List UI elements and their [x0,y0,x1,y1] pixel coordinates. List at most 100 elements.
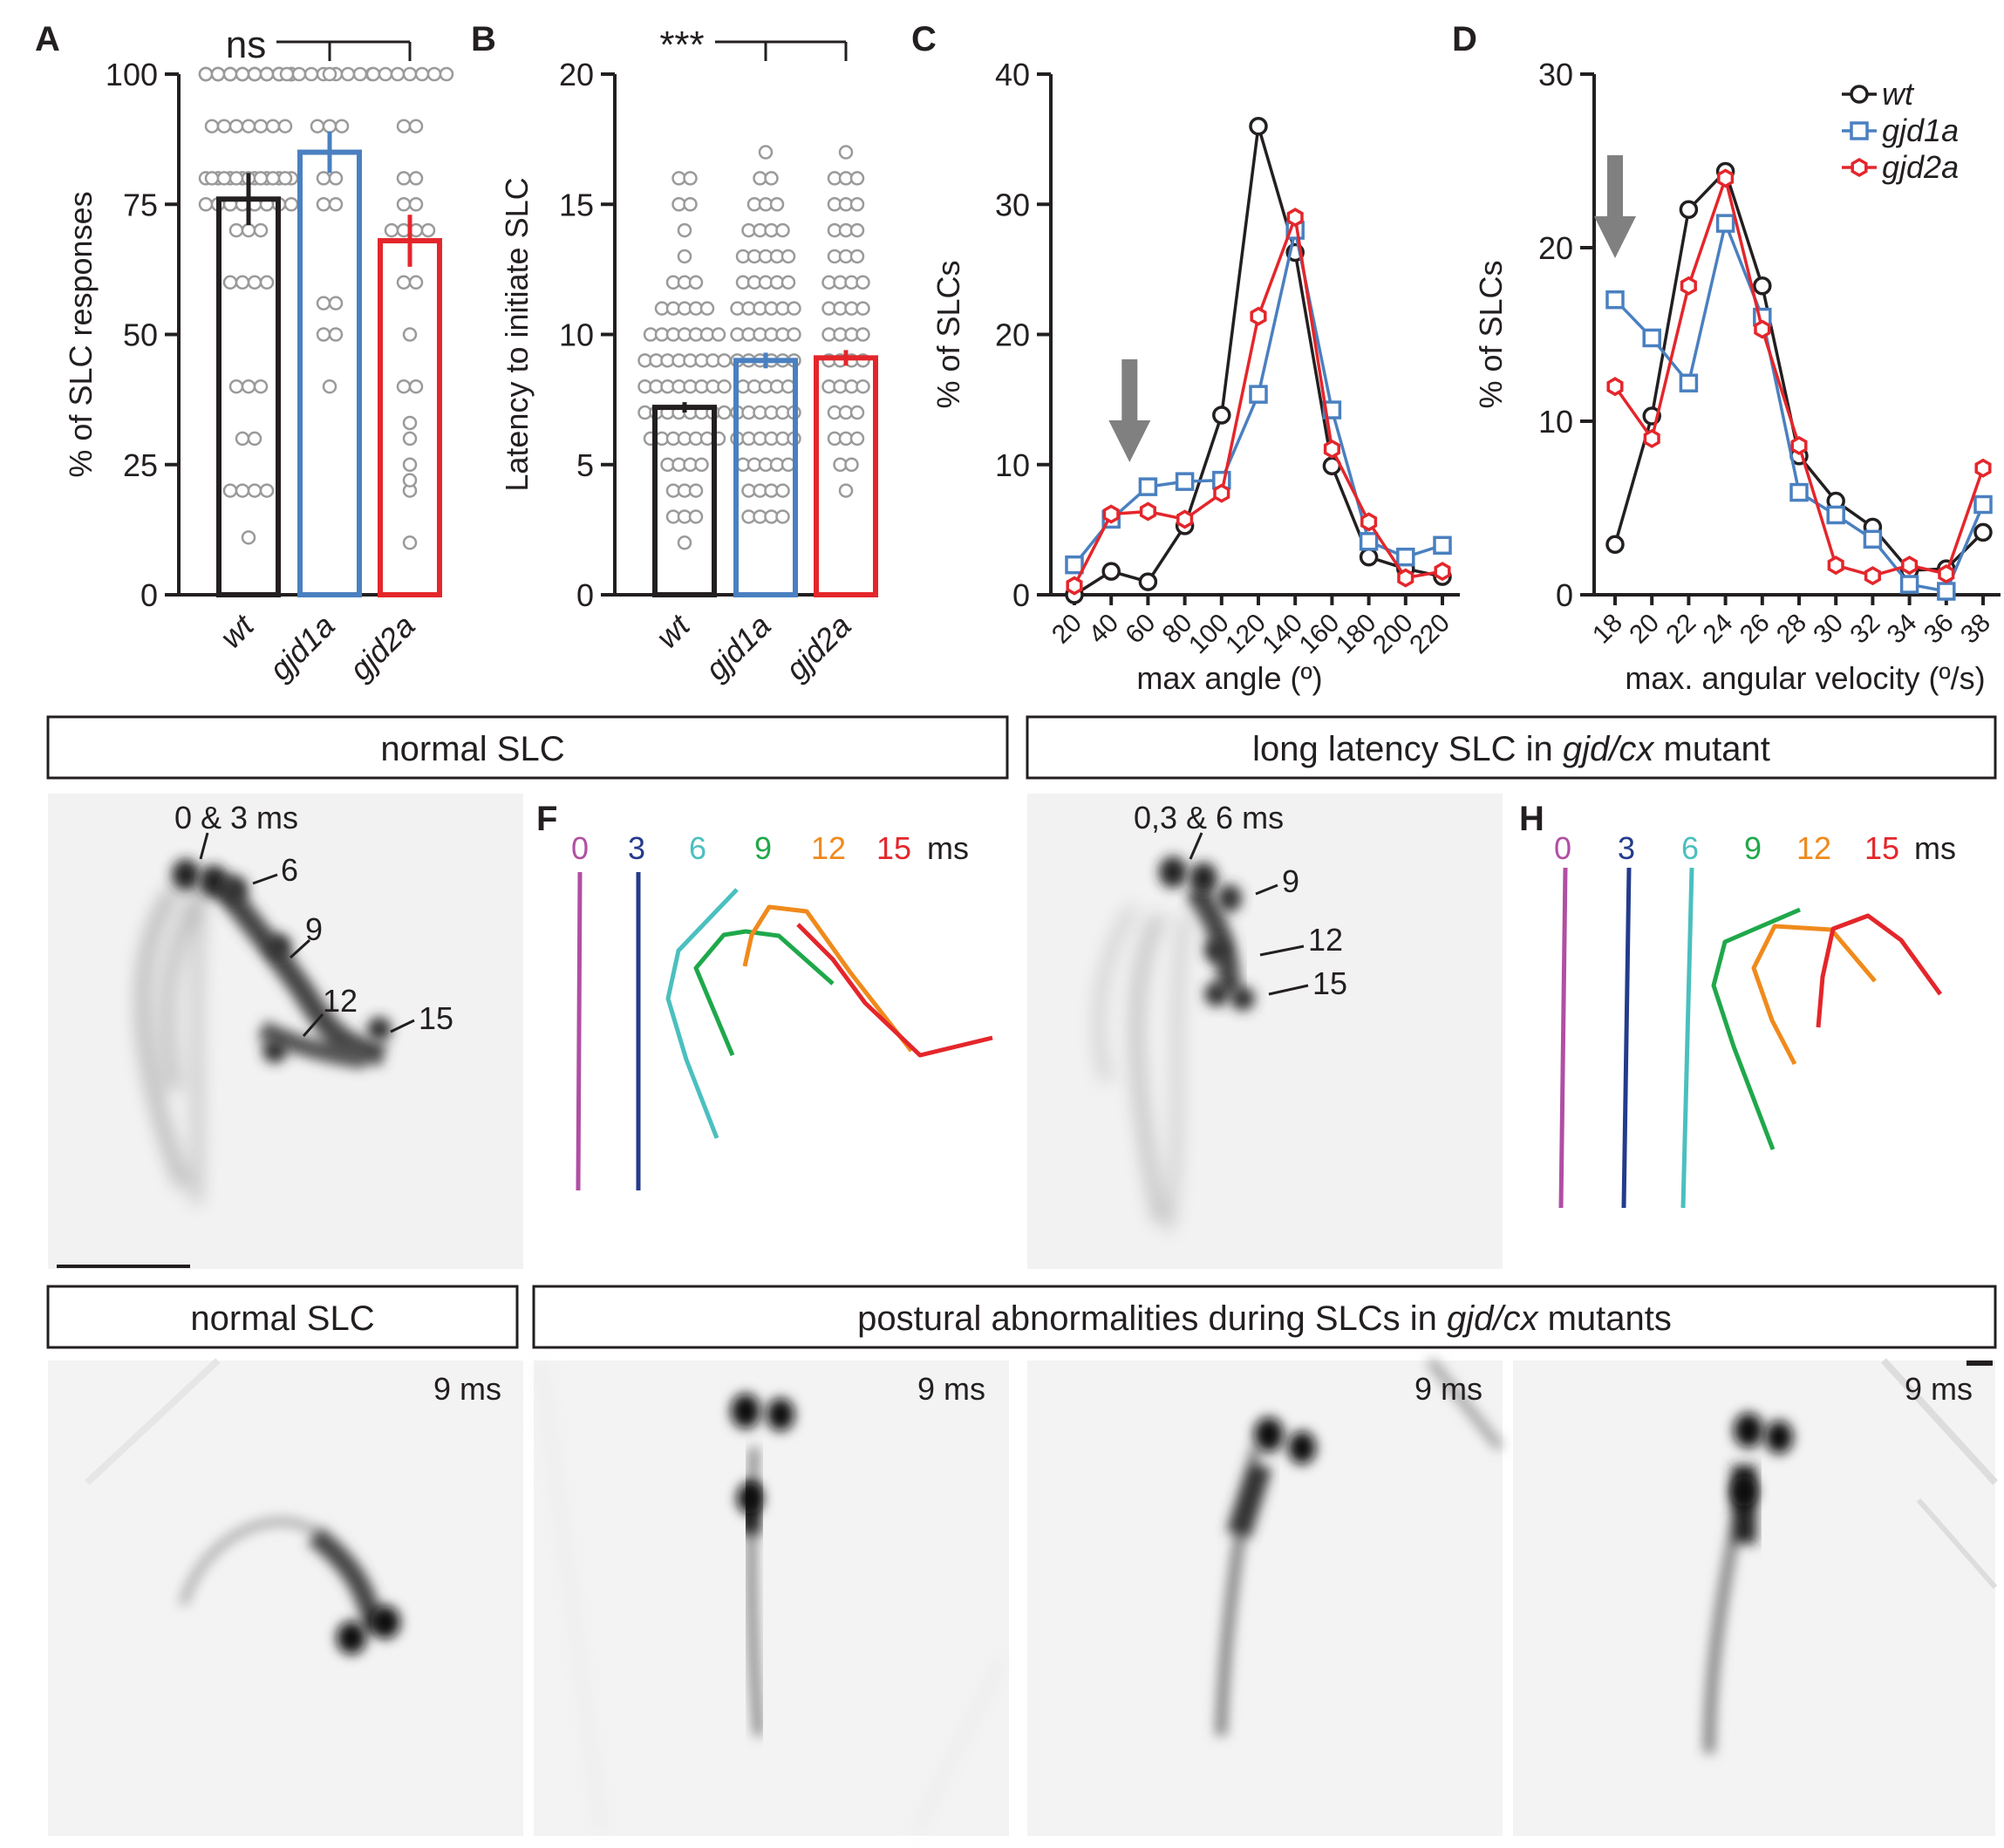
chart-a-data-point [408,275,424,290]
chart-d-arrow [1594,155,1636,258]
chart-b-data-point [688,509,704,524]
chart-c-point-wt [1249,116,1268,136]
chart-d-point-gjd2a [1901,556,1919,576]
chart-a-data-point [396,197,412,212]
chart-d-y-tick-label: 30 [1538,57,1573,92]
chart-c-point-gjd2a [1139,501,1156,522]
panel-f-unit: ms [927,830,969,866]
panel-h-frame-12: 12 [1796,830,1831,866]
header-normal-slc: normal SLC [46,715,1009,780]
chart-d-y-tick-label: 10 [1538,404,1573,440]
chart-b-data-point [787,327,801,342]
chart-d-point-wt [1753,276,1772,296]
chart-d-y-axis-label: % of SLCs [1473,260,1509,408]
chart-d-point-gjd1a [1605,290,1625,310]
trace-h-9ms [1711,907,1801,1150]
chart-a-data-point [408,171,424,186]
chart-c-point-gjd2a [1434,562,1451,582]
panel-e-label-0: 0 & 3 ms [174,800,298,835]
chart-a-data-point [402,327,418,342]
chart-b-data-point [775,483,790,498]
chart-b: 0 5 10 15 20 Latency to initiate SLC wt gjd1a gj… [499,24,878,687]
chart-b-data-point [758,145,774,160]
trace-h-15ms [1816,913,1943,1028]
trace-h-6ms [1680,867,1694,1209]
chart-d-point-gjd2a [1827,556,1844,576]
chart-b-data-point [844,457,859,472]
chart-c-y-tick-label: 20 [995,317,1030,353]
chart-c-x-tick-label: 20 [1046,609,1087,650]
chart-b-significance: *** [659,24,704,66]
chart-d-y-tick-label: 20 [1538,230,1573,266]
chart-d-series-wt [1613,168,1985,572]
chart-a-data-point [235,483,250,498]
trace-h-0ms [1558,867,1568,1209]
chart-a-data-point [303,66,319,82]
chart-a-data-point [241,530,256,545]
panel-e-label-6: 6 [281,852,298,888]
panel-e-label-12: 12 [323,983,358,1019]
header-long-latency: long latency SLC in gjd/cx mutant [1026,715,1997,780]
chart-d-point-gjd2a [1938,564,1955,584]
chart-a-data-point [408,378,424,394]
chart-b-data-point [855,378,870,394]
panel-letter-h: H [1519,800,1544,838]
chart-b-y-tick-label: 15 [559,187,594,222]
trace-9ms [693,929,835,1056]
chart-a-data-point [277,119,293,133]
chart-d-x-tick-label: 32 [1844,609,1885,650]
panel-g-label-0: 0,3 & 6 ms [1134,800,1284,835]
panel-h-frame-0: 0 [1554,830,1571,866]
chart-b-data-point [717,378,732,394]
chart-b-data-point [838,483,854,498]
chart-b-data-point [688,483,704,498]
panel-letter-d: D [1452,20,1477,58]
chart-a-data-point [216,119,232,133]
chart-a-data-point [259,275,275,290]
panel-f-frame-12: 12 [811,830,846,866]
chart-a-category-label: gjd1a [262,608,341,687]
chart-c-x-tick-label: 60 [1120,609,1161,650]
header-normal-slc-text: normal SLC [380,730,564,768]
trace-h-12ms [1751,924,1877,1066]
chart-b-data-point [855,327,870,342]
panel-h-frame-9: 9 [1744,830,1762,866]
chart-b-data-point [849,222,865,238]
chart-b-data-point [838,145,854,160]
chart-c-point-gjd2a [1213,483,1230,503]
chart-a-data-point [247,275,262,290]
chart-a-data-point [328,171,344,186]
chart-c-point-wt [1138,572,1158,591]
panel-letter-c: C [911,20,937,58]
chart-a-data-point [390,66,406,82]
chart-b-data-point [849,431,865,447]
chart-a-data-point [316,327,331,342]
chart-c-y-axis-label: % of SLCs [930,260,966,408]
chart-a-data-point [247,431,262,447]
chart-d-x-tick-label: 24 [1698,609,1739,650]
chart-d-point-gjd2a [1790,435,1808,455]
panel-l-image: 9 ms [1513,1358,1998,1836]
chart-a-data-point [328,296,344,310]
chart-b-data-point [855,301,870,316]
trace-12ms [742,904,913,1053]
chart-a-data-point [253,171,269,186]
chart-b-data-point [775,509,790,524]
chart-d-legend-label-wt: wt [1882,76,1915,112]
chart-a-data-point [253,119,269,133]
panel-h-frame-15: 15 [1864,830,1899,866]
chart-a-data-point [228,222,244,238]
panel-e-image: 0 & 3 ms 6 9 12 15 [48,794,523,1269]
chart-d-point-gjd2a [1606,377,1624,397]
panel-e-label-15: 15 [419,1000,453,1036]
chart-c-point-gjd2a [1176,509,1194,529]
panel-h-traces: 0 3 6 9 12 15 ms [1554,830,1956,1209]
chart-d-legend-label-gjd2a: gjd2a [1882,149,1959,185]
chart-b-data-point [780,378,796,394]
chart-b-data-point [849,171,865,186]
chart-c-point-gjd1a [1396,547,1415,567]
chart-c-y-tick-label: 40 [995,57,1030,92]
chart-b-y-axis-label: Latency to initiate SLC [499,177,535,491]
